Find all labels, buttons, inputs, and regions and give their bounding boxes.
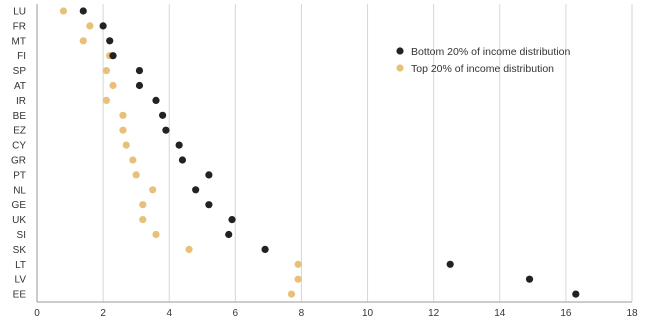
point-top-20-lt <box>294 260 302 268</box>
point-bottom-20-nl <box>192 186 200 194</box>
category-label-fr: FR <box>13 21 26 32</box>
point-bottom-20-lt <box>446 260 454 268</box>
legend-marker-top-20 <box>396 64 404 72</box>
point-top-20-sk <box>185 245 193 253</box>
category-label-sp: SP <box>13 66 27 77</box>
point-top-20-nl <box>149 186 157 194</box>
point-bottom-20-sk <box>261 245 269 253</box>
legend-label-bottom-20: Bottom 20% of income distribution <box>411 46 570 58</box>
point-top-20-ge <box>139 201 147 209</box>
x-tick-label-0: 0 <box>34 308 40 319</box>
category-label-be: BE <box>13 111 27 122</box>
point-bottom-20-cy <box>175 141 183 149</box>
point-top-20-at <box>109 81 117 90</box>
category-label-ez: EZ <box>13 126 26 137</box>
x-axis-ticks: 0 2 4 6 8 10 12 14 16 18 <box>34 308 638 319</box>
gridlines <box>36 4 633 303</box>
x-tick-label-6: 6 <box>233 308 239 319</box>
legend-marker-bottom-20 <box>396 47 404 55</box>
x-tick-label-16: 16 <box>560 308 572 319</box>
point-bottom-20-si <box>225 230 233 239</box>
point-top-20-cy <box>122 141 130 149</box>
point-top-20-si <box>152 230 160 239</box>
point-top-20-ir <box>102 96 111 104</box>
category-label-at: AT <box>14 81 26 92</box>
category-label-ee: EE <box>13 290 27 301</box>
point-bottom-20-fr <box>99 22 107 30</box>
point-bottom-20-fi <box>109 52 117 60</box>
point-top-20-uk <box>139 216 147 224</box>
category-label-lu: LU <box>13 7 26 18</box>
point-top-20-sp <box>102 67 111 75</box>
point-bottom-20-mt <box>106 37 114 45</box>
point-top-20-be <box>119 111 127 119</box>
point-top-20-lv <box>294 275 302 283</box>
point-bottom-20-at <box>135 81 144 90</box>
point-bottom-20-lu <box>79 7 87 15</box>
legend: Bottom 20% of income distribution Top 20… <box>396 46 570 75</box>
category-label-sk: SK <box>13 245 27 256</box>
point-top-20-fr <box>86 22 94 30</box>
point-top-20-pt <box>132 171 140 179</box>
point-bottom-20-ez <box>162 126 170 134</box>
x-tick-label-4: 4 <box>166 308 172 319</box>
point-top-20-ee <box>287 290 296 298</box>
x-tick-label-8: 8 <box>299 308 305 319</box>
point-bottom-20-be <box>159 111 167 119</box>
point-bottom-20-gr <box>178 156 187 164</box>
category-label-pt: PT <box>13 170 26 181</box>
point-bottom-20-ge <box>205 201 213 209</box>
point-bottom-20-ee <box>572 290 580 298</box>
category-label-ir: IR <box>16 96 26 107</box>
category-label-nl: NL <box>13 185 26 196</box>
category-label-lv: LV <box>15 275 27 286</box>
point-top-20-ez <box>119 126 127 134</box>
point-top-20-gr <box>129 156 137 164</box>
category-label-ge: GE <box>12 200 27 211</box>
category-label-cy: CY <box>12 141 26 152</box>
x-tick-label-14: 14 <box>494 308 506 319</box>
category-label-si: SI <box>17 230 26 241</box>
point-bottom-20-pt <box>205 171 213 179</box>
point-bottom-20-lv <box>525 275 534 283</box>
data-points <box>59 7 580 298</box>
category-label-lt: LT <box>15 260 26 271</box>
x-tick-label-10: 10 <box>362 308 374 319</box>
point-top-20-mt <box>79 37 87 45</box>
legend-label-top-20: Top 20% of income distribution <box>411 63 554 75</box>
category-label-gr: GR <box>11 156 26 167</box>
point-top-20-lu <box>59 7 68 15</box>
x-tick-label-18: 18 <box>626 308 638 319</box>
point-bottom-20-ir <box>152 96 160 104</box>
category-label-mt: MT <box>12 36 26 47</box>
y-axis-categories: LU FR MT FI SP AT IR BE EZ CY GR PT NL GE UK SI SK LT LV EE <box>11 7 26 301</box>
x-tick-label-12: 12 <box>428 308 440 319</box>
point-bottom-20-uk <box>228 216 236 224</box>
point-bottom-20-sp <box>135 67 144 75</box>
category-label-uk: UK <box>12 215 26 226</box>
x-tick-label-2: 2 <box>100 308 106 319</box>
category-label-fi: FI <box>17 51 26 62</box>
